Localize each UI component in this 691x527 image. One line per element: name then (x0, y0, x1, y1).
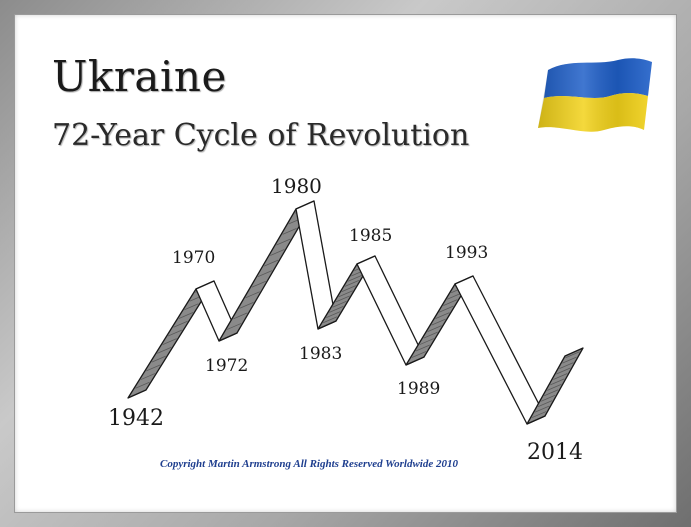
copyright-notice: Copyright Martin Armstrong All Rights Re… (160, 458, 458, 470)
ribbon-hatch-line (419, 338, 434, 345)
year-label-1980: 1980 (271, 174, 322, 198)
ribbon-hatch-line (146, 364, 161, 372)
ribbon-hatch-line (562, 356, 577, 364)
ribbon-hatch-line (341, 285, 356, 292)
ribbon-fall-segment (454, 275, 546, 425)
ribbon-hatch-line (547, 383, 562, 391)
ribbon-hatch-line (173, 320, 188, 328)
ribbon-hatch-line (435, 312, 450, 320)
ribbon-hatch-line (344, 280, 360, 287)
ribbon-fall-segment (356, 255, 425, 366)
ribbon-hatch-line (239, 301, 254, 309)
ribbon-hatch-line (140, 373, 156, 380)
year-label-1985: 1985 (349, 226, 393, 246)
year-label-1970: 1970 (172, 248, 216, 268)
ribbon-hatch-line (553, 373, 568, 380)
ribbon-hatch-line (411, 351, 427, 358)
ribbon-hatch-line (427, 325, 442, 332)
ribbon-hatch-line (162, 338, 177, 346)
ribbon-hatch-line (135, 381, 150, 389)
page-title: Ukraine (52, 52, 227, 101)
year-label-1993: 1993 (445, 243, 489, 263)
ribbon-hatch-line (541, 394, 556, 402)
ribbon-hatch-line (178, 312, 194, 319)
ribbon-hatch-line (559, 362, 574, 369)
ribbon-hatch-line (550, 378, 565, 386)
ribbon-rise-segment (526, 347, 584, 425)
ribbon-hatch-line (338, 290, 353, 298)
ribbon-hatch-line (537, 400, 553, 408)
ribbon-hatch-line (270, 249, 285, 256)
ukraine-flag-icon (538, 58, 652, 132)
ribbon-hatch-line (227, 323, 242, 330)
ribbon-hatch-line (347, 274, 363, 282)
ribbon-hatch-line (322, 316, 338, 324)
ribbon-hatch-line (431, 318, 446, 326)
ribbon-hatch-line (415, 344, 430, 352)
year-label-1983: 1983 (299, 344, 343, 364)
ribbon-hatch-line (326, 311, 341, 318)
year-label-1942: 1942 (108, 406, 164, 431)
ribbon-hatch-line (556, 367, 571, 375)
page-subtitle: 72-Year Cycle of Revolution (52, 118, 470, 153)
ribbon-hatch-line (447, 292, 462, 300)
ribbon-hatch-line (534, 405, 550, 413)
ribbon-hatch-line (439, 305, 454, 313)
ribbon-hatch-line (167, 329, 183, 337)
ribbon-hatch-line (263, 259, 279, 267)
ribbon-hatch-line (233, 312, 248, 320)
ribbon-hatch-line (544, 389, 559, 397)
ribbon-hatch-line (423, 331, 438, 339)
year-label-2014: 2014 (527, 440, 583, 465)
ribbon-hatch-line (329, 306, 344, 313)
ribbon-hatch-line (257, 270, 273, 278)
ribbon-hatch-line (335, 295, 350, 303)
ribbon-hatch-line (251, 280, 266, 288)
ribbon-hatch-line (443, 299, 458, 307)
ribbon-hatch-line (531, 411, 547, 418)
year-label-1989: 1989 (397, 379, 441, 399)
year-label-1972: 1972 (205, 356, 249, 376)
ribbon-hatch-line (151, 355, 166, 363)
ribbon-hatch-line (245, 291, 260, 299)
ribbon-hatch-line (184, 303, 199, 311)
ribbon-hatch-line (282, 228, 297, 235)
ribbon-hatch-line (565, 351, 580, 359)
ribbon-hatch-line (332, 300, 347, 308)
ribbon-hatch-line (276, 238, 291, 246)
ribbon-hatch-line (157, 347, 172, 354)
